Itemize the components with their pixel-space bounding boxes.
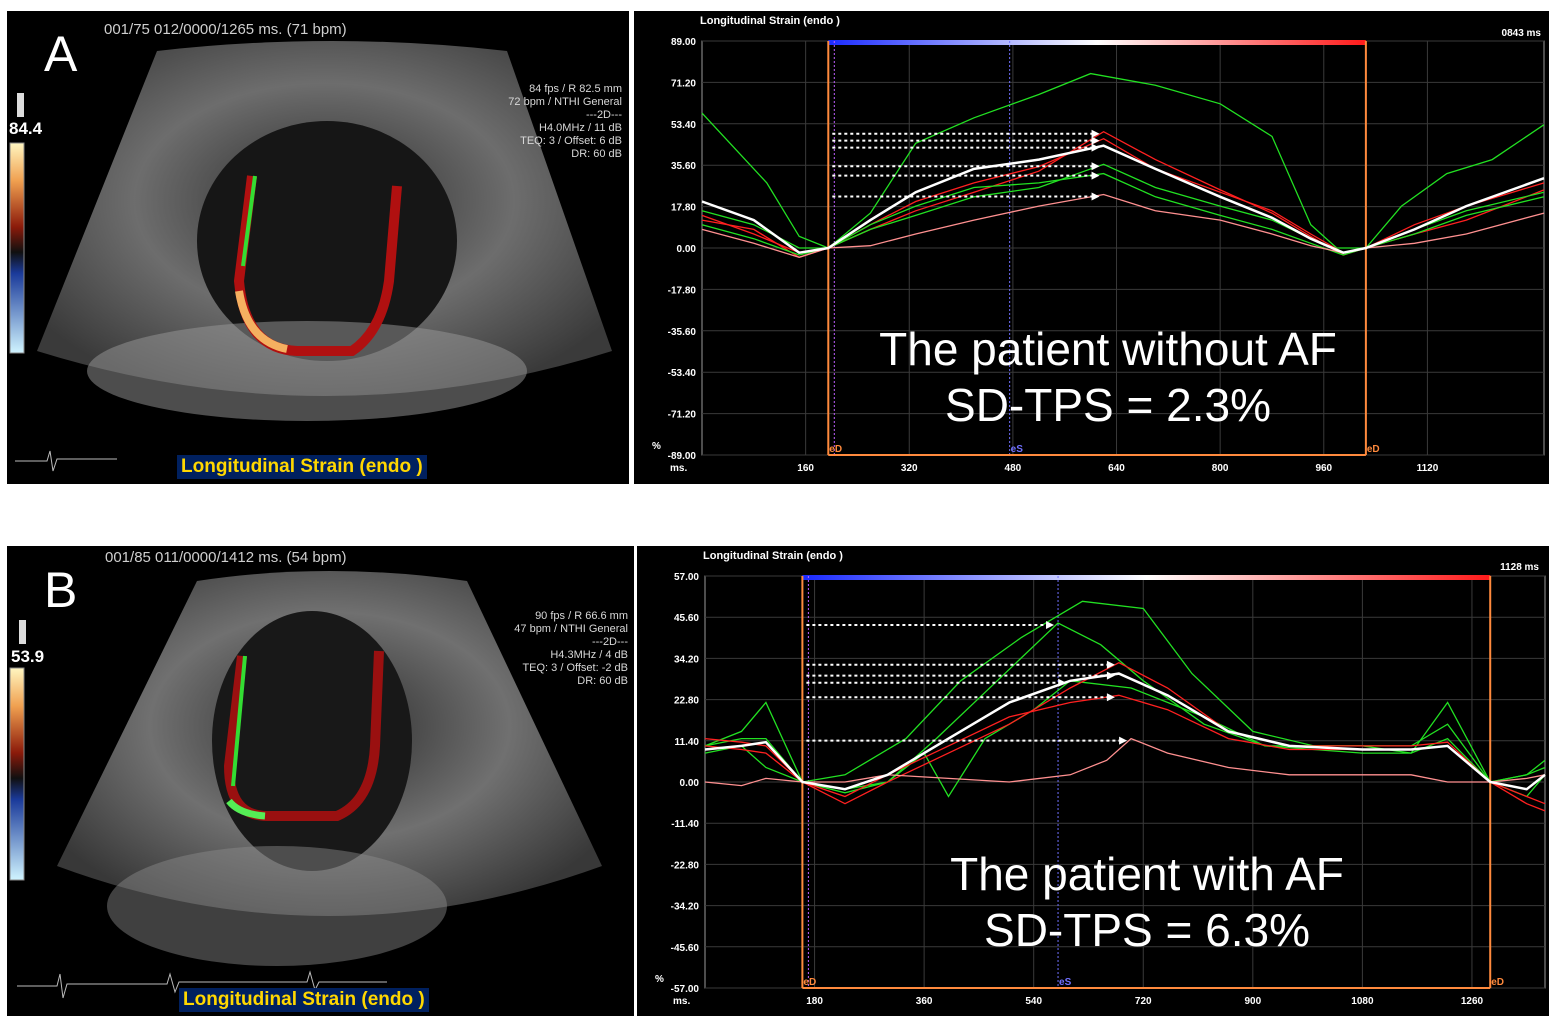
peak-arrowhead [1058, 678, 1067, 687]
x-tick-label: 720 [1135, 996, 1152, 1007]
color-scale-bar [9, 667, 25, 881]
y-tick-label: 35.60 [671, 161, 696, 172]
y-tick-label: -57.00 [671, 984, 700, 995]
x-tick-label: 640 [1108, 463, 1125, 474]
ecg-trace [17, 970, 387, 999]
strain-chart-a: 89.00 71.20 53.40 35.60 17.80 0.00 -17.80 -35.6… [634, 11, 1549, 484]
marker-label: eD [829, 444, 842, 455]
mode-label: Longitudinal Strain (endo ) [179, 988, 429, 1012]
y-tick-label: -34.20 [671, 902, 700, 913]
y-tick-label: -11.40 [671, 819, 699, 830]
x-tick-label: 540 [1025, 996, 1042, 1007]
annotation-line-2: SD-TPS = 6.3% [984, 904, 1310, 956]
ventricle-cavity [212, 611, 412, 871]
marker-label: eD [1491, 977, 1504, 988]
y-tick-label: -71.20 [668, 410, 697, 421]
y-axis-unit: % [652, 441, 661, 452]
chart-title: Longitudinal Strain (endo ) [703, 550, 843, 562]
y-tick-label: -53.40 [668, 368, 697, 379]
y-tick-label: 53.40 [671, 120, 696, 131]
annotation-a: The patient without AF SD-TPS = 2.3% [838, 321, 1378, 433]
peak-arrowhead [1091, 129, 1100, 138]
marker-label: eD [803, 977, 816, 988]
x-tick-label: 900 [1244, 996, 1261, 1007]
acquisition-header: 001/75 012/0000/1265 ms. (71 bpm) [104, 21, 347, 38]
gain-value: 84.4 [9, 119, 43, 138]
y-tick-label: -45.60 [671, 943, 700, 954]
peak-arrowhead [1106, 660, 1115, 669]
cycle-color-bar [802, 575, 1491, 580]
annotation-line-1: The patient with AF [950, 848, 1344, 900]
peak-arrowhead [1091, 192, 1100, 201]
annotation-line-1: The patient without AF [879, 323, 1337, 375]
mode-label: Longitudinal Strain (endo ) [177, 455, 427, 479]
x-tick-label: 1260 [1461, 996, 1484, 1007]
y-tick-label: -22.80 [671, 860, 700, 871]
acquisition-header: 001/85 011/0000/1412 ms. (54 bpm) [105, 549, 347, 566]
ecg-trace [15, 450, 117, 472]
echo-panel-b: B 001/85 011/0000/1412 ms. (54 bpm) 53.9… [7, 546, 634, 1016]
y-tick-label: 17.80 [671, 203, 696, 214]
y-tick-label: -35.60 [668, 327, 697, 338]
y-tick-label: 57.00 [674, 572, 699, 583]
echo-panel-a: A 001/75 012/0000/1265 ms. (71 bpm) 84.4… [7, 11, 629, 484]
peak-arrowhead [1091, 171, 1100, 180]
marker-label: eD [1367, 444, 1380, 455]
y-tick-label: 71.20 [671, 78, 696, 89]
y-tick-label: -17.80 [668, 285, 697, 296]
y-tick-label: 89.00 [671, 37, 696, 48]
cycle-duration: 1128 ms [1500, 562, 1539, 573]
peak-arrowhead [1106, 693, 1115, 702]
x-axis-unit: ms. [673, 996, 690, 1007]
x-tick-label: 320 [901, 463, 918, 474]
x-tick-label: 360 [916, 996, 933, 1007]
peak-arrowhead [1046, 620, 1055, 629]
y-tick-label: 45.60 [674, 613, 699, 624]
strain-series-7 [701, 144, 1545, 255]
y-tick-label: 34.20 [674, 654, 699, 665]
strain-plot-a: 89.00 71.20 53.40 35.60 17.80 0.00 -17.80 -35.6… [652, 37, 1545, 474]
y-tick-label: -89.00 [668, 451, 697, 462]
x-tick-label: 160 [797, 463, 814, 474]
x-tick-label: 180 [806, 996, 823, 1007]
peak-arrowhead [1091, 162, 1100, 171]
strain-trace-overlay [223, 650, 384, 821]
x-tick-label: 1080 [1351, 996, 1374, 1007]
y-tick-label: 0.00 [680, 778, 700, 789]
peak-arrowhead [1091, 136, 1100, 145]
annotation-line-2: SD-TPS = 2.3% [945, 379, 1271, 431]
annotation-b: The patient with AF SD-TPS = 6.3% [877, 846, 1417, 958]
peak-arrowhead [1106, 671, 1115, 680]
x-tick-label: 960 [1315, 463, 1332, 474]
strain-chart-b: 57.00 45.60 34.20 22.80 11.40 0.00 -11.40 -22.8… [637, 546, 1549, 1016]
cycle-duration: 0843 ms [1501, 28, 1541, 39]
peak-arrowhead [1091, 143, 1100, 152]
color-scale-bar [9, 142, 25, 354]
gain-value: 53.9 [11, 647, 45, 666]
x-tick-label: 1120 [1417, 463, 1439, 474]
y-tick-label: 11.40 [675, 737, 700, 748]
chart-title: Longitudinal Strain (endo ) [700, 15, 840, 27]
y-tick-label: 0.00 [677, 244, 697, 255]
ventricle-cavity [197, 121, 457, 361]
acquisition-params: 84 fps / R 82.5 mm 72 bpm / NTHI General… [508, 83, 622, 160]
strain-plot-b: 57.00 45.60 34.20 22.80 11.40 0.00 -11.40 -22.8… [655, 572, 1546, 1007]
panel-letter: B [44, 562, 78, 618]
x-tick-label: 480 [1005, 463, 1022, 474]
strain-series-1 [704, 600, 1546, 783]
strain-series-7 [704, 672, 1546, 791]
echo-image-a [9, 41, 612, 472]
y-axis-unit: % [655, 974, 664, 985]
peak-arrowhead [1119, 736, 1128, 745]
y-tick-label: 22.80 [674, 696, 699, 707]
x-tick-label: 800 [1212, 463, 1229, 474]
marker-label: eS [1011, 444, 1024, 455]
cycle-color-bar [828, 40, 1366, 45]
panel-letter: A [44, 26, 78, 82]
echo-image-b [9, 571, 602, 999]
marker-label: eS [1059, 977, 1072, 988]
acquisition-params: 90 fps / R 66.6 mm 47 bpm / NTHI General… [514, 610, 628, 687]
strain-series-2 [704, 622, 1546, 798]
x-axis-unit: ms. [670, 463, 687, 474]
